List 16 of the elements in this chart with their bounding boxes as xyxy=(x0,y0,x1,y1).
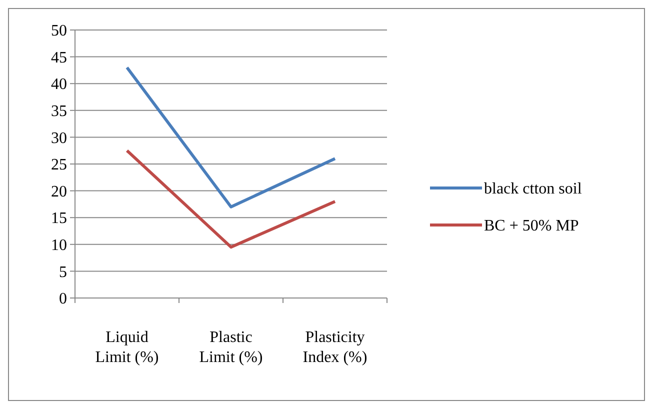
y-tick-label: 40 xyxy=(51,76,67,94)
y-tick-label: 35 xyxy=(51,103,67,120)
y-tick-label: 20 xyxy=(51,183,67,200)
y-tick-label: 10 xyxy=(51,237,67,254)
x-tick-label: Plasticity Index (%) xyxy=(302,329,368,366)
y-tick-label: 45 xyxy=(51,49,67,66)
y-tick-label: 0 xyxy=(59,290,67,308)
y-tick-label: 5 xyxy=(59,264,67,281)
x-tick-label: Liquid Limit (%) xyxy=(95,329,159,366)
legend-label: BC + 50% MP xyxy=(484,218,579,235)
y-tick-label: 30 xyxy=(51,130,67,147)
legend-label: black ctton soil xyxy=(484,180,582,198)
y-tick-label: 15 xyxy=(51,210,67,228)
x-tick-label: Plastic Limit (%) xyxy=(199,329,263,366)
y-tick-label: 25 xyxy=(51,156,67,174)
y-tick-label: 50 xyxy=(51,22,67,40)
